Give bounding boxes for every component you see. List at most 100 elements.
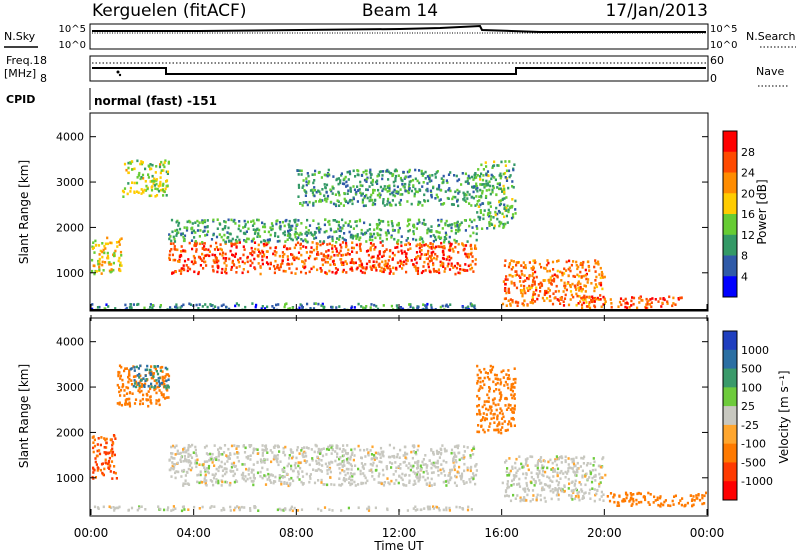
scatter-cell (176, 452, 179, 455)
scatter-cell (332, 202, 336, 206)
scatter-cell (124, 303, 127, 307)
scatter-cell (380, 450, 383, 454)
scatter-cell (441, 304, 444, 308)
scatter-cell (596, 296, 599, 300)
scatter-cell (200, 481, 204, 484)
scatter-cell (346, 170, 349, 174)
scatter-cell (476, 174, 479, 177)
scatter-cell (452, 203, 455, 206)
scatter-cell (668, 295, 671, 299)
scatter-cell (368, 260, 371, 264)
scatter-cell (349, 472, 352, 475)
scatter-cell (397, 229, 400, 232)
scatter-cell (265, 256, 268, 259)
scatter-cell (209, 506, 212, 510)
scatter-cell (443, 270, 446, 273)
scatter-cell (545, 263, 549, 267)
scatter-cell (385, 248, 388, 251)
scatter-cell (261, 251, 265, 254)
scatter-cell (185, 229, 189, 232)
scatter-cell (619, 297, 623, 300)
scatter-cell (330, 483, 333, 486)
scatter-cell (430, 306, 433, 309)
scatter-cell (92, 446, 95, 450)
scatter-cell (278, 450, 281, 453)
scatter-cell (354, 220, 357, 223)
scatter-cell (595, 297, 598, 301)
scatter-cell (136, 383, 139, 386)
scatter-cell (303, 262, 306, 265)
scatter-cell (108, 451, 111, 454)
scatter-cell (296, 509, 300, 512)
scatter-cell (416, 476, 419, 480)
scatter-cell (99, 249, 102, 253)
scatter-cell (176, 306, 179, 310)
scatter-cell (220, 304, 223, 308)
scatter-cell (174, 229, 177, 232)
scatter-cell (492, 399, 495, 402)
scatter-cell (359, 180, 362, 184)
scatter-cell (371, 244, 374, 247)
scatter-cell (242, 245, 245, 248)
scatter-cell (496, 212, 499, 216)
scatter-cell (152, 182, 155, 185)
scatter-cell (206, 230, 210, 233)
scatter-cell (309, 231, 313, 235)
scatter-cell (179, 306, 182, 309)
scatter-cell (315, 245, 319, 249)
scatter-cell (107, 256, 110, 260)
scatter-cell (467, 252, 470, 256)
scatter-cell (149, 372, 152, 375)
scatter-cell (408, 462, 411, 465)
scatter-cell (645, 303, 648, 306)
scatter-cell (198, 507, 201, 510)
scatter-cell (638, 492, 641, 495)
scatter-cell (208, 254, 211, 258)
scatter-cell (139, 177, 142, 181)
nsky-tick-bottom: 10^0 (59, 40, 86, 51)
scatter-cell (473, 176, 476, 180)
scatter-cell (464, 263, 467, 266)
scatter-cell (579, 483, 583, 486)
scatter-cell (479, 175, 482, 178)
scatter-cell (335, 250, 338, 253)
colorbar-tick-label: -25 (741, 419, 759, 432)
scatter-cell (448, 268, 452, 271)
scatter-cell (249, 259, 252, 263)
scatter-cell (464, 172, 467, 176)
scatter-cell (261, 454, 264, 457)
scatter-cell (140, 385, 143, 389)
scatter-cell (452, 459, 455, 463)
scatter-cell (484, 417, 487, 420)
scatter-cell (541, 470, 545, 473)
scatter-cell (507, 287, 510, 291)
scatter-cell (438, 456, 441, 459)
scatter-cell (516, 469, 519, 472)
scatter-cell (488, 378, 491, 381)
scatter-cell (520, 462, 523, 466)
scatter-cell (448, 509, 451, 512)
scatter-cell (507, 494, 510, 498)
scatter-cell (488, 390, 491, 393)
scatter-cell (620, 303, 623, 307)
scatter-cell (376, 307, 380, 310)
scatter-cell (261, 255, 264, 258)
scatter-cell (127, 182, 130, 185)
scatter-cell (159, 366, 162, 369)
scatter-cell (280, 482, 283, 486)
scatter-cell (283, 453, 287, 457)
scatter-cell (483, 376, 486, 380)
scatter-cell (421, 237, 424, 241)
scatter-cell (572, 260, 575, 263)
scatter-cell (118, 243, 121, 246)
scatter-cell (552, 292, 555, 295)
scatter-cell (105, 437, 108, 441)
scatter-cell (364, 476, 367, 480)
scatter-cell (458, 224, 461, 227)
scatter-cell (340, 261, 343, 264)
scatter-cell (220, 465, 223, 469)
scatter-cell (362, 170, 365, 174)
scatter-cell (465, 481, 468, 484)
scatter-cell (588, 488, 592, 492)
scatter-cell (359, 242, 362, 246)
